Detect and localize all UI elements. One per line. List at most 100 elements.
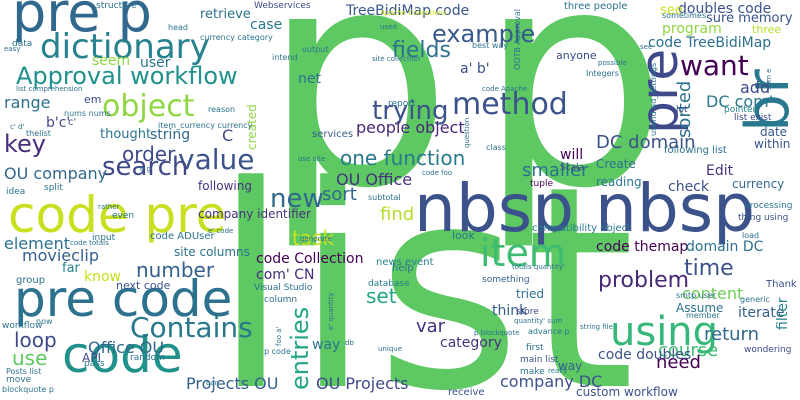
cloud-word-code-collection: code Collection	[256, 251, 364, 267]
cloud-word-pre-code: pre code	[14, 270, 233, 328]
cloud-word-advance-p: advance p	[528, 327, 570, 336]
cloud-word-pointer: pointer	[724, 105, 757, 115]
cloud-word-ou-office: OU Office	[336, 170, 413, 189]
cloud-word-processing: processing	[744, 201, 793, 211]
cloud-word-see-2: see	[640, 43, 653, 51]
cloud-word-e-quantity: e' quantity	[327, 292, 335, 330]
cloud-word-code-pre: code pre	[8, 186, 227, 244]
cloud-word-code-foo: code foo	[422, 169, 453, 177]
cloud-word-range: range	[4, 93, 51, 112]
cloud-word-code-apache: code Apache	[482, 85, 528, 93]
cloud-word-tuple: tuple	[530, 179, 553, 189]
cloud-word-use-site: use site	[298, 155, 326, 163]
cloud-word-easy: easy	[4, 45, 21, 53]
cloud-word-item: item	[480, 231, 566, 275]
cloud-word-lot: lot	[676, 105, 688, 115]
cloud-word-workflow: workflow	[2, 321, 43, 331]
cloud-word-edit: Edit	[706, 163, 734, 179]
cloud-word-add: add	[740, 78, 771, 97]
cloud-word-bar: bar	[206, 379, 218, 387]
cloud-word-trying: trying	[372, 96, 449, 126]
cloud-word-quantity-sum: quantity' sum	[514, 317, 563, 325]
cloud-word-set: set	[366, 284, 397, 308]
cloud-word-entries: entries	[286, 306, 314, 390]
cloud-word-will: will	[560, 147, 584, 163]
cloud-word-want: want	[680, 49, 749, 82]
cloud-word-split: split	[44, 183, 63, 193]
cloud-word-class: class	[486, 143, 506, 152]
cloud-word-p-left: p	[262, 0, 453, 254]
cloud-word-first: first	[526, 343, 544, 353]
cloud-word-load: load	[742, 231, 760, 240]
cloud-word-e-g: e g	[140, 165, 151, 173]
cloud-word-scala: Scala	[560, 163, 585, 173]
cloud-word-user: user	[140, 55, 171, 71]
cloud-word-p-blockquote: p blockquote	[474, 329, 520, 337]
cloud-word-report: report	[388, 99, 416, 109]
cloud-word-apache-collections: Apache Collections	[380, 9, 447, 17]
cloud-word-column: column	[264, 295, 298, 305]
cloud-word-example: example	[432, 20, 536, 48]
cloud-word-p-right: p	[478, 0, 669, 254]
cloud-word-integers: Integers	[586, 69, 619, 78]
cloud-word-question: question	[463, 117, 471, 148]
cloud-word-category: category	[440, 335, 502, 351]
cloud-word-sum-e: sum e	[765, 68, 773, 90]
cloud-word-smtp-user: smtp user	[676, 291, 717, 300]
cloud-word-anyone: anyone	[556, 49, 597, 62]
cloud-word-code-doubles: code doubles	[598, 347, 692, 363]
cloud-word-assume: Assume	[676, 301, 724, 315]
cloud-word-doubles-code: doubles code	[678, 1, 772, 17]
cloud-word-date: date	[760, 125, 788, 139]
cloud-word-one-function: one function	[340, 146, 466, 170]
cloud-word-c-prime: c'	[68, 117, 77, 128]
cloud-word-time: time	[684, 256, 734, 281]
cloud-word-need: need	[656, 352, 701, 373]
cloud-word-foo-a: foo a'	[275, 326, 283, 346]
cloud-word-within: within	[754, 137, 791, 151]
cloud-word-dictionary: dictionary	[40, 27, 210, 67]
cloud-word-order: order	[122, 142, 176, 166]
cloud-word-treebidimap-code: TreeBidiMap code	[346, 3, 470, 19]
cloud-word-p-code: p code	[264, 347, 291, 356]
cloud-word-ou-projects: OU Projects	[316, 374, 409, 393]
cloud-word-people-object: people object	[356, 118, 465, 137]
cloud-word-totals-quantity: totals quantity'	[512, 263, 565, 271]
cloud-word-generate: generate	[300, 235, 332, 243]
cloud-word-item-currency: item_currency currency	[158, 121, 253, 130]
cloud-word-custom-workflow: custom workflow	[576, 385, 678, 399]
cloud-word-database: database	[368, 279, 410, 289]
cloud-word-help: help	[392, 263, 414, 274]
cloud-word-return: return	[704, 324, 760, 345]
cloud-word-loop: loop	[14, 328, 57, 352]
cloud-word-net: net	[298, 71, 321, 87]
cloud-word-string: string	[150, 127, 191, 143]
cloud-word-way-2: way	[558, 359, 583, 373]
cloud-word-code: code	[62, 326, 183, 384]
cloud-word-program: program	[662, 21, 722, 37]
cloud-word-news-event: news event	[376, 257, 434, 268]
cloud-word-now: now	[36, 317, 53, 326]
cloud-word-code-totals: code totals	[70, 239, 109, 247]
cloud-word-contains: Contains	[130, 311, 253, 344]
cloud-word-structure: structure	[96, 1, 137, 11]
cloud-word-e-code: e' code	[208, 227, 234, 235]
cloud-word-course: course	[658, 340, 719, 361]
cloud-word-tried: tried	[516, 287, 544, 301]
cloud-word-currency: currency	[732, 177, 785, 191]
cloud-word-thing-using: thing using	[738, 213, 789, 223]
cloud-word-dc-domain: DC domain	[596, 132, 696, 153]
cloud-word-case: case	[250, 17, 283, 33]
cloud-word-seem: seem	[92, 53, 131, 69]
cloud-word-code-themap: code themap	[596, 239, 689, 255]
cloud-word-intend: intend	[272, 53, 298, 62]
cloud-word-rather: rather	[98, 203, 120, 211]
cloud-word-iterate: iterate	[738, 305, 785, 321]
cloud-word-thank: Thank	[766, 279, 797, 290]
cloud-word-three: three	[752, 23, 782, 36]
cloud-word-thelist: thelist	[26, 129, 51, 138]
cloud-word-db: db	[345, 339, 354, 347]
cloud-word-string-file: string file	[580, 323, 613, 331]
cloud-word-c: C	[222, 126, 234, 145]
cloud-word-move: move	[6, 375, 32, 385]
